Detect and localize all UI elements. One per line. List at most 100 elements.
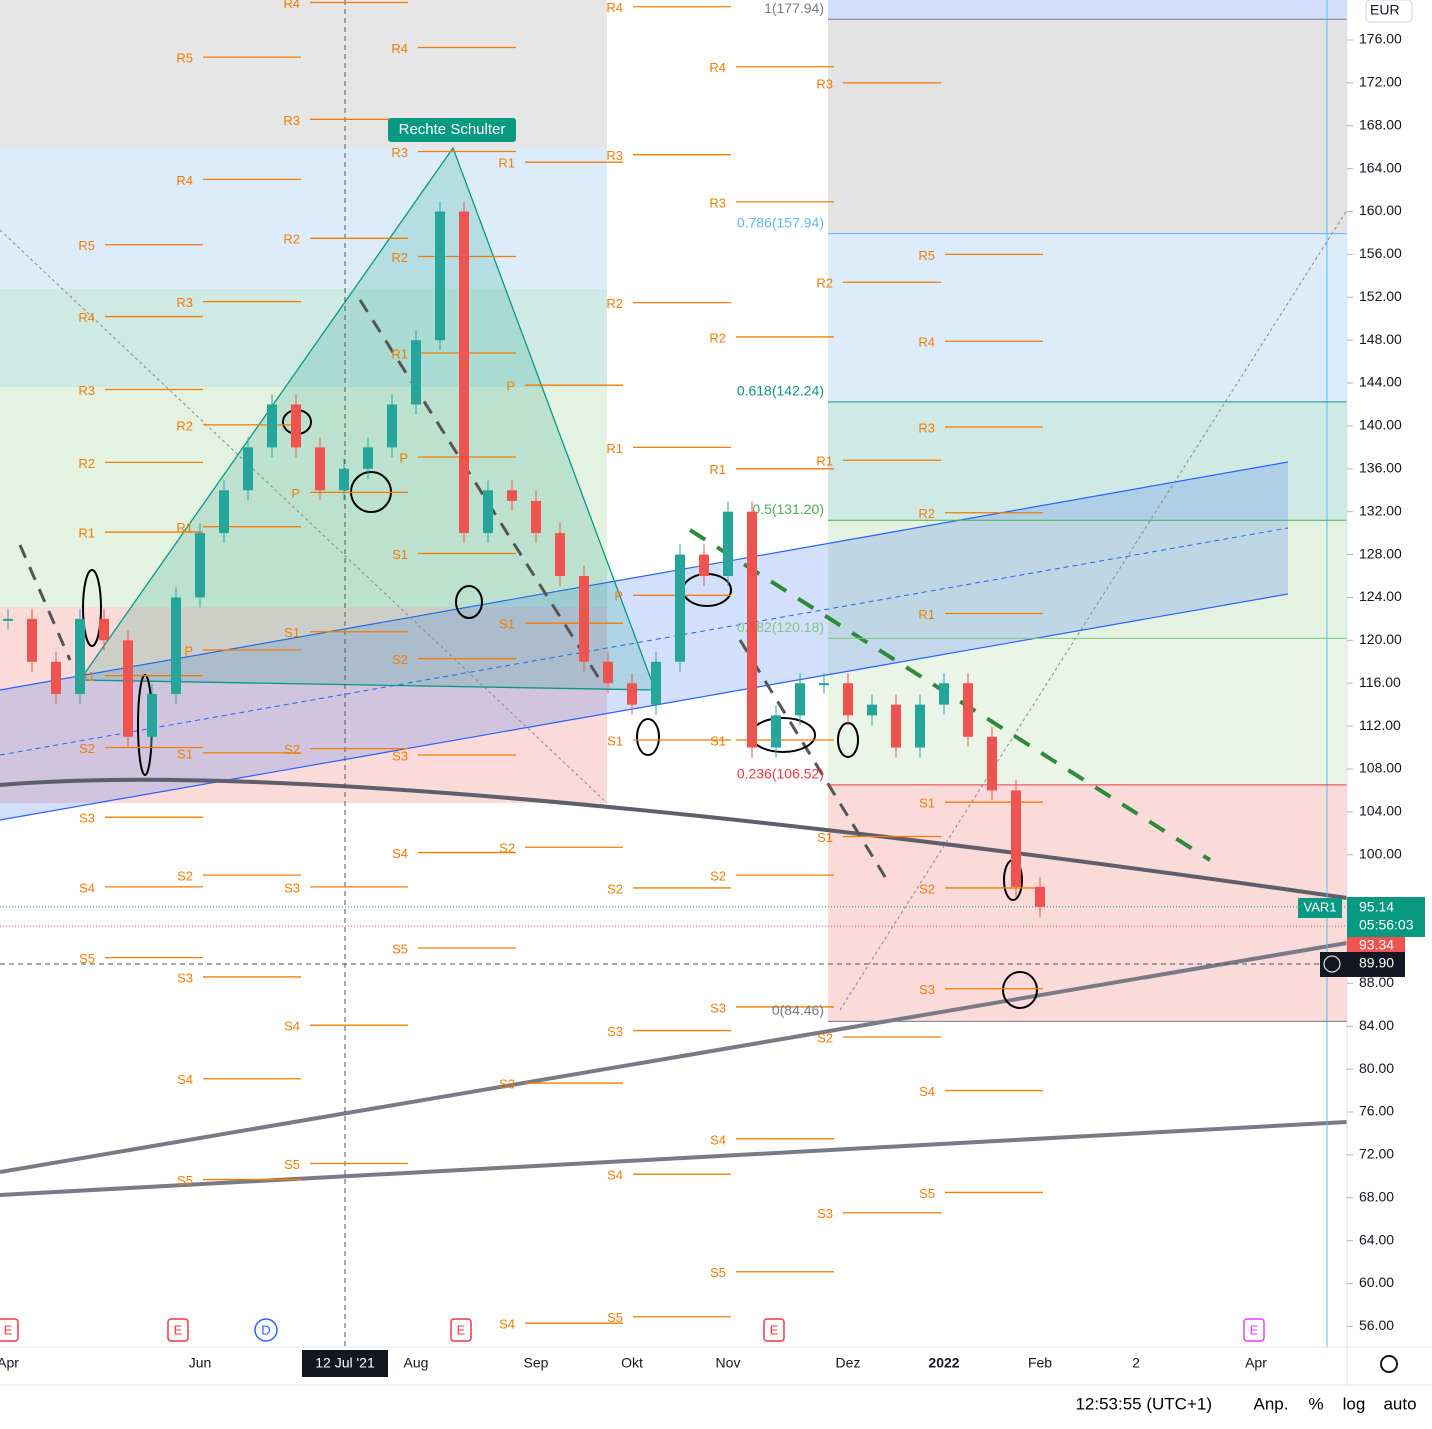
event-label[interactable]: E [457,1322,466,1337]
event-marker[interactable] [1243,1318,1265,1342]
pivot-label: S2 [499,841,515,856]
x-tick-label: Aug [404,1355,429,1371]
candle [531,500,541,534]
event-label[interactable]: E [1250,1322,1259,1337]
x-tick-label: Nov [716,1355,741,1371]
x-tick-label: Dez [836,1355,861,1371]
y-tick-label: 136.00 [1359,459,1402,475]
add-icon[interactable] [1323,955,1341,973]
pivot-label: S2 [392,652,408,667]
status-button[interactable]: Anp. [1254,1394,1289,1413]
candle [171,597,181,694]
pivot-label: S3 [817,1206,833,1221]
y-tick-label: 172.00 [1359,74,1402,90]
candle [507,490,517,501]
event-marker[interactable] [450,1318,472,1342]
pivot-label: R3 [78,383,95,398]
zones [0,0,607,803]
pivot-label: R1 [391,346,408,361]
candle [483,490,493,534]
pivot-label: R3 [391,145,408,160]
pivot-label: R2 [918,506,935,521]
candle [459,211,469,534]
fib-label: 0.618(142.24) [737,383,824,399]
pivot-label: R2 [816,276,833,291]
event-label[interactable]: E [770,1322,779,1337]
fib-label: 1(177.94) [764,0,824,16]
y-tick-label: 164.00 [1359,159,1402,175]
pivot-label: P [614,589,623,604]
y-tick-label: 120.00 [1359,631,1402,647]
candle [291,404,301,448]
pivot-label: R1 [176,520,193,535]
y-tick-label: 124.00 [1359,588,1402,604]
pivot-label: R3 [283,113,300,128]
candle [987,736,997,791]
y-tick-label: 68.00 [1359,1188,1394,1204]
marker-ellipse [82,569,102,647]
y-tick-label: 156.00 [1359,245,1402,261]
candle [675,554,685,662]
pivot-label: R1 [78,525,95,540]
pivot-label: S2 [79,741,95,756]
event-label[interactable]: D [261,1322,270,1337]
candle [435,211,445,341]
candle [267,404,277,448]
prev-price-tag [1347,937,1405,955]
pivot-label: P [506,379,515,394]
candle [219,490,229,534]
y-tick-label: 144.00 [1359,374,1402,390]
event-marker[interactable] [0,1318,19,1342]
candle [747,511,757,748]
marker-ellipse [636,718,660,756]
pivot-label: R3 [918,420,935,435]
status-button[interactable]: % [1308,1394,1323,1413]
event-marker[interactable] [254,1318,278,1342]
pivot-label: S3 [919,982,935,997]
zone [828,0,1347,20]
pivot-label: S3 [392,748,408,763]
pivot-label: S4 [710,1132,726,1147]
x-axis: Apr Jun Aug Sep Okt Nov Dez 2022 Feb 2 Apr [0,1355,1267,1371]
pivot-label: R3 [606,148,623,163]
x-tick-label: Feb [1028,1355,1052,1371]
status-button[interactable]: auto [1383,1394,1416,1413]
y-tick-label: 64.00 [1359,1231,1394,1247]
marker-ellipse [455,585,483,619]
x-tick-label: Apr [1245,1355,1267,1371]
event-label[interactable]: E [4,1322,13,1337]
pivot-label: S1 [284,625,300,640]
currency[interactable]: EUR [1370,2,1400,18]
pivot-label: S3 [499,1077,515,1092]
fib-zone [828,233,1347,402]
pivot-label: S4 [284,1019,300,1034]
y-tick-label: 104.00 [1359,803,1402,819]
indicator-label: VAR1 [1304,899,1337,914]
crosshair-date-tag [302,1350,388,1377]
status-button[interactable]: log [1343,1394,1366,1413]
y-tick-label: 60.00 [1359,1274,1394,1290]
event-label[interactable]: E [174,1322,183,1337]
fib-label: 0.382(120.18) [737,619,824,635]
y-tick-label: 132.00 [1359,502,1402,518]
y-tick-label: 140.00 [1359,417,1402,433]
pivot-label: S2 [919,881,935,896]
pivot-label: S2 [177,869,193,884]
event-marker[interactable] [167,1318,189,1342]
pivot-label: S4 [392,846,408,861]
currency-button[interactable] [1365,0,1413,23]
event-marker[interactable] [763,1318,785,1342]
fib-zone [828,19,1347,234]
y-axis: 56.00 60.00 64.00 68.00 72.00 76.00 80.00 84.00… [1347,31,1402,1333]
pivot-label: P [184,643,193,658]
pivot-label: S1 [710,733,726,748]
y-tick-label: 112.00 [1359,717,1401,733]
fib-label: 0(84.46) [772,1002,824,1018]
pivot-label: S5 [79,951,95,966]
x-tick-label: Okt [621,1355,643,1371]
settings-icon[interactable] [1380,1355,1398,1373]
x-tick-label: 2 [1132,1355,1140,1371]
y-tick-label: 80.00 [1359,1060,1394,1076]
pivot-label: R2 [283,232,300,247]
